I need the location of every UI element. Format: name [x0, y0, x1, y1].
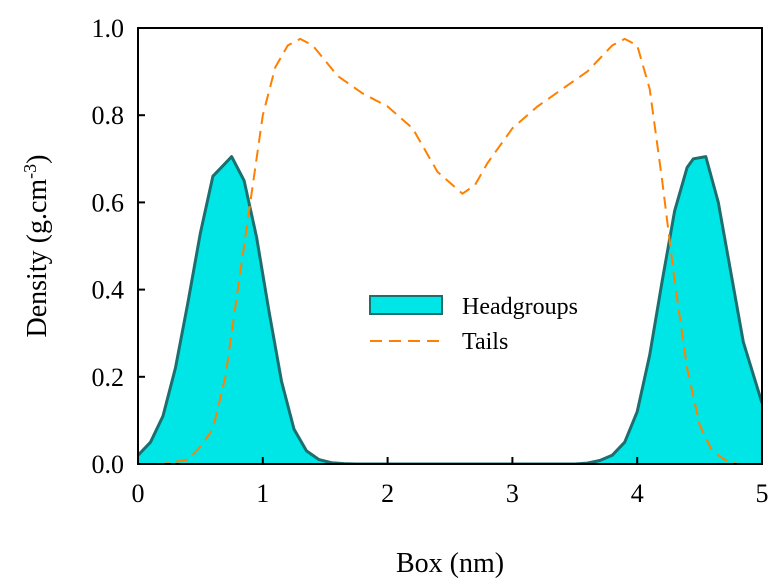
legend: Headgroups Tails — [369, 294, 578, 355]
x-tick-label: 0 — [132, 479, 145, 508]
series-area-headgroups — [138, 156, 762, 464]
x-tick-label: 4 — [631, 479, 644, 508]
y-axis-title-main: Density (g.cm — [22, 179, 53, 338]
legend-label-tails: Tails — [462, 329, 508, 355]
legend-label-headgroups: Headgroups — [462, 294, 578, 320]
y-tick-label: 0.0 — [92, 450, 125, 479]
x-tick-label: 5 — [756, 479, 769, 508]
legend-swatch-headgroups — [369, 295, 443, 315]
x-axis-title: Box (nm) — [396, 548, 504, 579]
y-tick-label: 0.4 — [92, 276, 125, 305]
x-tick-label: 1 — [256, 479, 269, 508]
y-axis-title-superscript: -3 — [20, 164, 40, 179]
x-tick-label: 2 — [381, 479, 394, 508]
axis-layer: 0 1 2 3 4 5 0.0 0.2 0.4 0.6 0.8 1.0 — [92, 14, 769, 508]
y-tick-label: 0.6 — [92, 188, 125, 217]
series-layer — [138, 37, 762, 464]
y-tick-label: 0.2 — [92, 363, 125, 392]
y-tick-label: 0.8 — [92, 101, 125, 130]
y-tick-label: 1.0 — [92, 14, 125, 43]
y-axis-title-close: ) — [22, 155, 53, 164]
series-line-tails — [138, 37, 762, 464]
x-tick-label: 3 — [506, 479, 519, 508]
y-axis-title: Density (g.cm-3) — [20, 155, 53, 338]
series-outline-headgroups — [138, 155, 762, 464]
plot-frame — [137, 27, 763, 465]
